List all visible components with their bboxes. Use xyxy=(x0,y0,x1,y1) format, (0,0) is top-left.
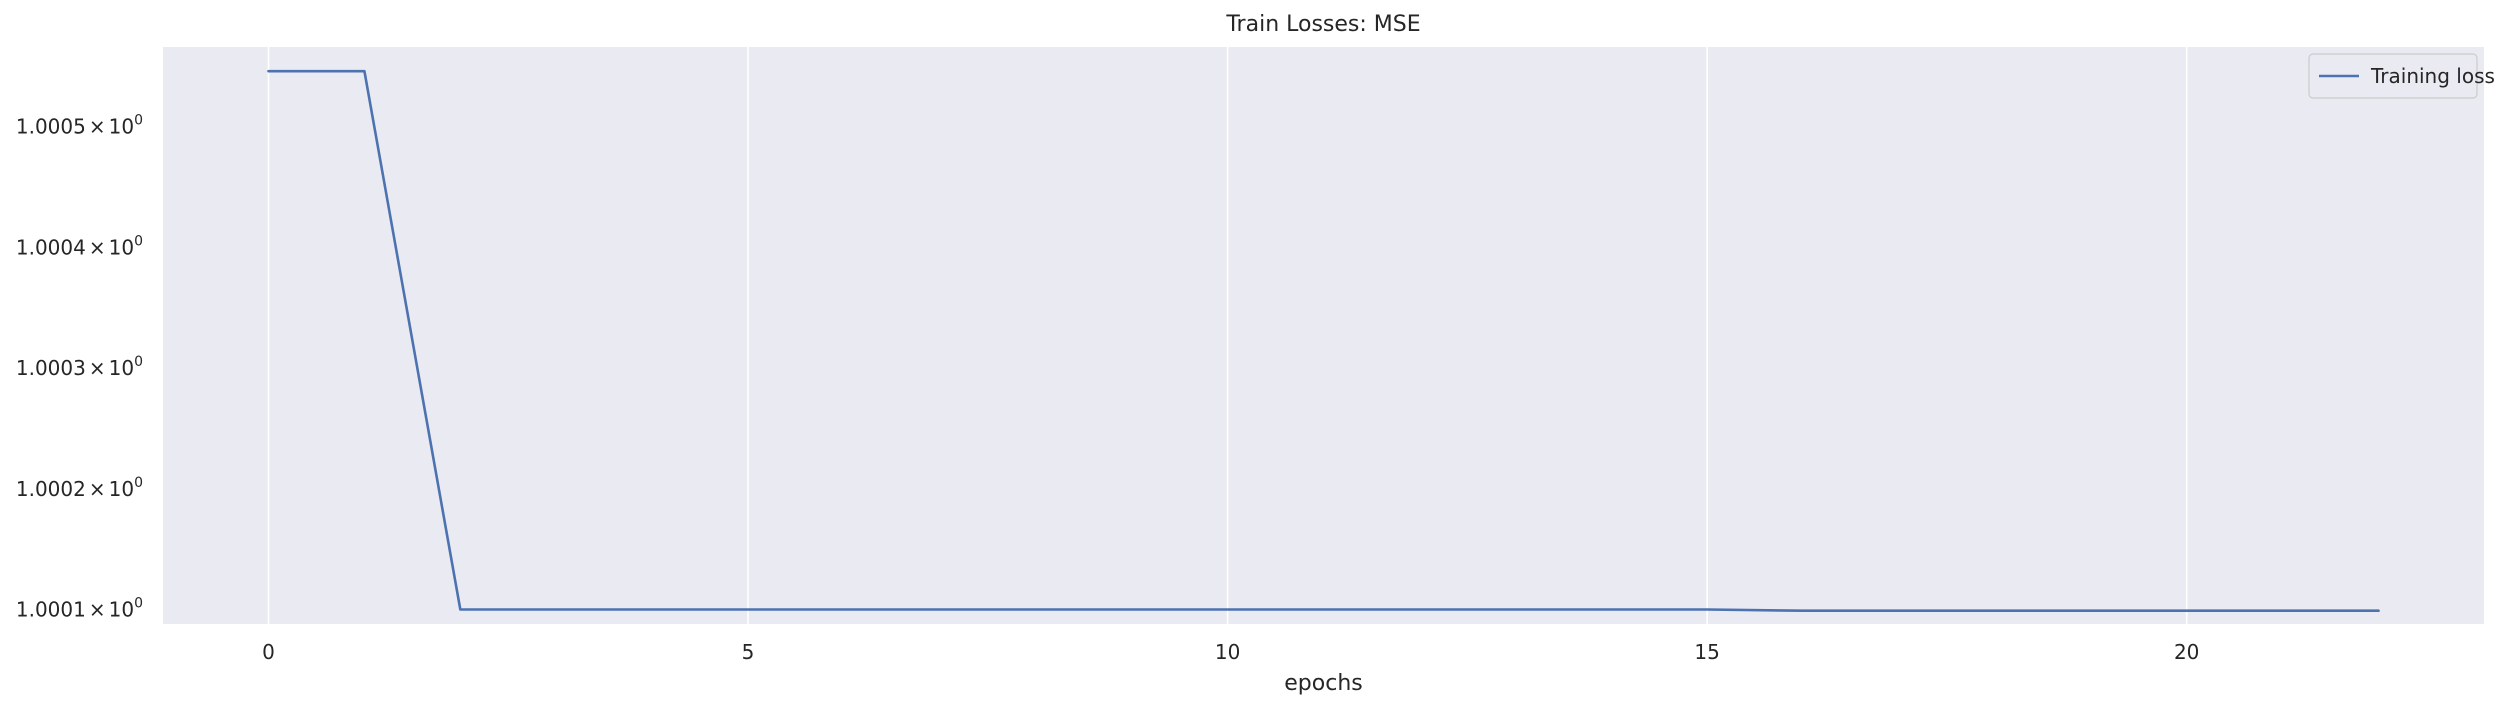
y-tick-times: × xyxy=(89,235,106,259)
y-tick-mantissa: 1.0003 xyxy=(16,356,86,380)
y-tick-times: × xyxy=(89,115,106,139)
y-tick-mantissa: 1.0001 xyxy=(16,598,86,622)
x-axis-label: epochs xyxy=(1284,671,1362,696)
y-tick-mantissa: 1.0004 xyxy=(16,235,86,259)
y-tick-times: × xyxy=(89,356,106,380)
y-tick-base: 10 xyxy=(109,598,134,622)
x-tick-label: 0 xyxy=(262,640,275,664)
x-tick-label: 15 xyxy=(1694,640,1719,664)
y-tick-exponent: 0 xyxy=(134,354,143,370)
y-tick-label: 1.0001 × 100 xyxy=(16,596,143,622)
y-tick-mantissa: 1.0002 xyxy=(16,477,86,501)
y-tick-base: 10 xyxy=(109,477,134,501)
plot-area xyxy=(163,47,2484,624)
y-tick-base: 10 xyxy=(109,356,134,380)
y-tick-label: 1.0005 × 100 xyxy=(16,113,143,139)
y-tick-exponent: 0 xyxy=(134,113,143,129)
grid-lines xyxy=(267,47,2188,624)
x-tick-label: 20 xyxy=(2174,640,2199,664)
legend-box xyxy=(2308,53,2478,99)
y-tick-base: 10 xyxy=(109,235,134,259)
y-tick-label: 1.0004 × 100 xyxy=(16,233,143,259)
y-tick-label: 1.0003 × 100 xyxy=(16,354,143,380)
x-tick-label: 10 xyxy=(1215,640,1240,664)
chart-title: Train Losses: MSE xyxy=(1225,12,1420,37)
y-tick-exponent: 0 xyxy=(134,596,143,612)
y-tick-exponent: 0 xyxy=(134,233,143,249)
y-tick-exponent: 0 xyxy=(134,475,143,491)
legend: Training loss xyxy=(2308,53,2495,99)
y-tick-times: × xyxy=(89,598,106,622)
series-layer xyxy=(267,69,2380,613)
y-tick-mantissa: 1.0005 xyxy=(16,115,86,139)
legend-label-training-loss: Training loss xyxy=(2370,64,2495,88)
y-tick-times: × xyxy=(89,477,106,501)
x-axis-ticks: 0 5 10 15 20 xyxy=(262,640,2199,664)
x-tick-label: 5 xyxy=(742,640,755,664)
series-line-training-loss xyxy=(267,69,2380,613)
y-tick-label: 1.0002 × 100 xyxy=(16,475,143,501)
y-tick-base: 10 xyxy=(109,115,134,139)
